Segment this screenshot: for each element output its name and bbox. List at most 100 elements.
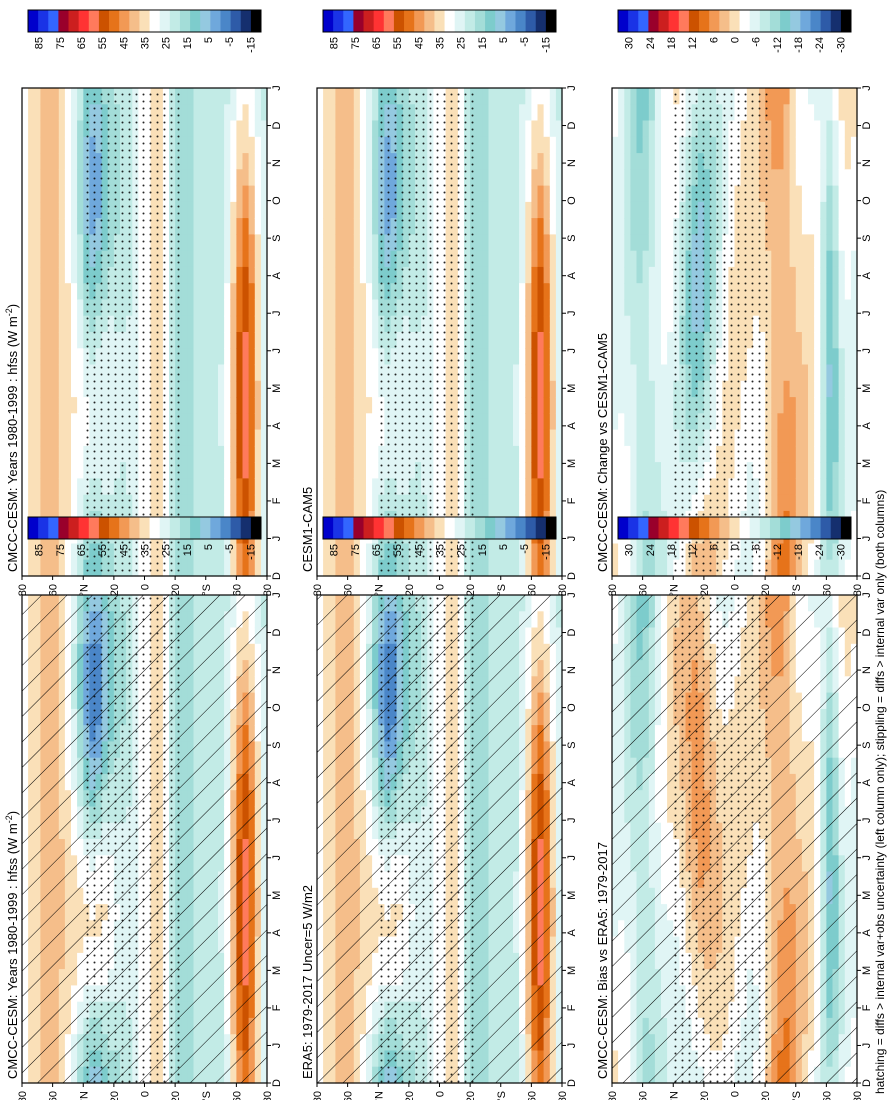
heatmap-cell xyxy=(254,218,262,235)
heatmap-cell xyxy=(476,462,483,479)
heatmap-cell xyxy=(624,283,631,301)
heatmap-cell xyxy=(353,201,361,219)
heatmap-cell xyxy=(801,445,809,463)
heatmap-cell xyxy=(236,332,244,349)
heatmap-cell xyxy=(248,250,256,268)
heatmap-cell xyxy=(64,283,72,301)
heatmap-cell xyxy=(789,543,797,561)
heatmap-cell xyxy=(71,136,78,154)
heatmap-cell xyxy=(482,120,490,138)
heatmap-cell xyxy=(624,299,631,317)
heatmap-cell xyxy=(482,234,490,252)
colorbar-swatch xyxy=(179,10,191,32)
heatmap-cell xyxy=(808,478,815,496)
heatmap-cell xyxy=(77,315,84,333)
heatmap-cell xyxy=(531,559,539,577)
heatmap-cell xyxy=(359,250,367,268)
heatmap-cell xyxy=(618,494,625,512)
heatmap-cell xyxy=(205,429,213,447)
heatmap-cell xyxy=(71,315,78,333)
heatmap-cell xyxy=(366,169,373,187)
heatmap-cell xyxy=(789,266,797,284)
heatmap-cell xyxy=(513,234,520,252)
heatmap-cell xyxy=(323,88,330,105)
heatmap-cell xyxy=(795,283,803,301)
heatmap-cell xyxy=(549,364,557,382)
heatmap-cell xyxy=(71,250,78,268)
heatmap-cell xyxy=(618,397,625,414)
heatmap-cell xyxy=(820,299,827,317)
heatmap-cell xyxy=(642,332,650,349)
heatmap-cell xyxy=(612,478,619,496)
heatmap-cell xyxy=(224,218,231,235)
y-tick-label: 60 xyxy=(231,584,243,596)
panel-5: CMCC-CESM: Change vs CESM1-CAM5DJFMAMJJA… xyxy=(595,9,873,596)
heatmap-cell xyxy=(525,543,532,561)
heatmap-cell xyxy=(612,543,619,561)
heatmap-cell xyxy=(187,543,195,561)
heatmap-cell xyxy=(850,478,858,496)
heatmap-cell xyxy=(654,478,662,496)
heatmap-cell xyxy=(808,120,815,138)
heatmap-cell xyxy=(549,315,557,333)
heatmap-cell xyxy=(801,494,809,512)
heatmap-cell xyxy=(783,478,791,496)
heatmap-cell xyxy=(34,413,41,431)
heatmap-cell xyxy=(22,201,29,219)
heatmap-cell xyxy=(525,559,532,577)
colorbar-swatch xyxy=(658,10,670,32)
heatmap-cell xyxy=(476,201,483,219)
heatmap-cell xyxy=(254,88,262,105)
heatmap-cell xyxy=(612,380,619,398)
heatmap-cell xyxy=(844,429,852,447)
heatmap-cell xyxy=(329,462,336,479)
heatmap-cell xyxy=(771,332,778,349)
heatmap-cell xyxy=(260,250,268,268)
heatmap-cell xyxy=(187,104,195,122)
heatmap-cell xyxy=(612,201,619,219)
heatmap-cell xyxy=(488,429,496,447)
heatmap-cell xyxy=(808,494,815,512)
heatmap-cell xyxy=(254,234,262,252)
heatmap-cell xyxy=(789,169,797,187)
x-tick-label: J xyxy=(566,536,578,542)
heatmap-cell xyxy=(661,364,668,382)
heatmap-cell xyxy=(488,315,496,333)
heatmap-cell xyxy=(199,397,207,414)
heatmap-cell xyxy=(211,299,219,317)
heatmap-cell xyxy=(64,120,72,138)
heatmap-cell xyxy=(777,88,785,105)
y-tick-label: 80 xyxy=(312,584,324,596)
heatmap-cell xyxy=(187,429,195,447)
heatmap-cell xyxy=(230,218,237,235)
heatmap-cell xyxy=(242,169,250,187)
heatmap-cell xyxy=(40,88,48,105)
heatmap-cell xyxy=(838,478,846,496)
heatmap-cell xyxy=(28,266,35,284)
heatmap-cell xyxy=(329,136,336,154)
heatmap-cell xyxy=(795,413,803,431)
heatmap-cell xyxy=(372,559,379,577)
heatmap-cell xyxy=(77,462,84,479)
heatmap-cell xyxy=(667,169,674,187)
heatmap-cell xyxy=(832,185,840,203)
heatmap-cell xyxy=(525,364,532,382)
heatmap-cell xyxy=(549,332,557,349)
heatmap-cell xyxy=(537,364,545,382)
heatmap-cell xyxy=(242,218,250,235)
heatmap-cell xyxy=(789,413,797,431)
colorbar-swatch xyxy=(729,10,741,32)
heatmap-cell xyxy=(667,494,674,512)
y-tick-label: 80 xyxy=(852,584,864,596)
colorbar-swatch xyxy=(139,10,151,32)
colorbar-swatch xyxy=(38,10,49,32)
heatmap-cell xyxy=(636,348,644,366)
heatmap-cell xyxy=(519,315,526,333)
heatmap-cell xyxy=(838,462,846,479)
heatmap-cell xyxy=(513,283,520,301)
heatmap-cell xyxy=(814,315,821,333)
heatmap-cell xyxy=(193,445,201,463)
heatmap-cell xyxy=(58,332,66,349)
heatmap-cell xyxy=(531,494,539,512)
